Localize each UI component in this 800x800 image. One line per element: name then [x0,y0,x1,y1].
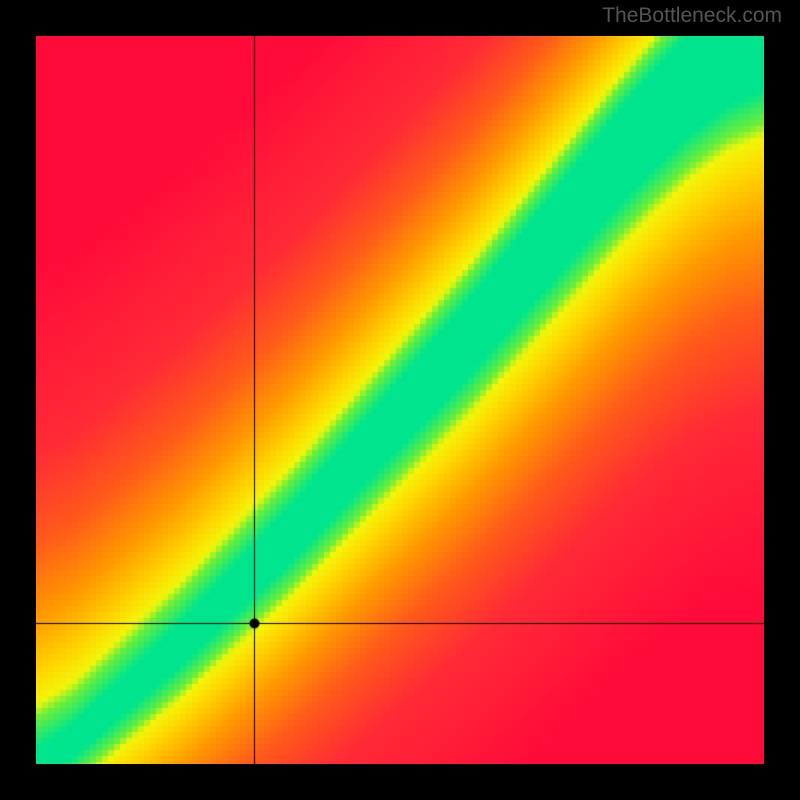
bottleneck-heatmap [36,36,764,764]
watermark-text: TheBottleneck.com [602,4,782,28]
chart-container: TheBottleneck.com [0,0,800,800]
